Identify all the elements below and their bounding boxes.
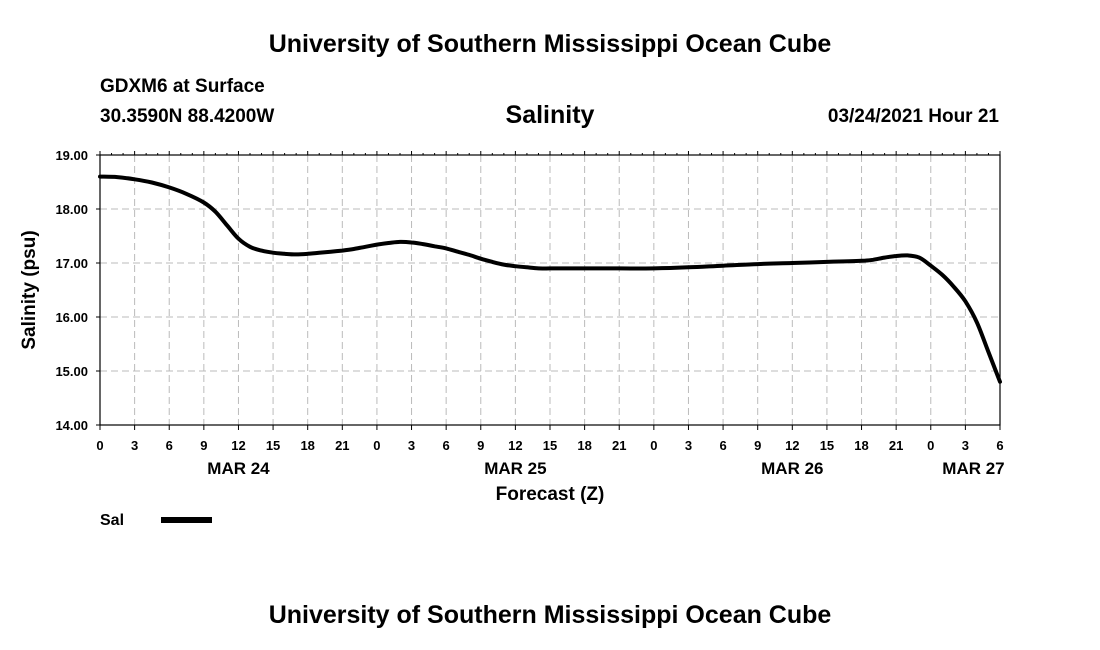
x-tick-label: 21 <box>612 438 626 453</box>
x-tick-label: 0 <box>650 438 657 453</box>
x-tick-label: 0 <box>927 438 934 453</box>
y-tick-label: 18.00 <box>55 202 88 217</box>
date-label: MAR 25 <box>484 459 546 478</box>
station-label: GDXM6 at Surface <box>100 76 265 97</box>
x-tick-label: 6 <box>719 438 726 453</box>
x-tick-label: 15 <box>266 438 280 453</box>
x-tick-label: 21 <box>889 438 903 453</box>
x-tick-label: 15 <box>543 438 557 453</box>
x-tick-label: 0 <box>96 438 103 453</box>
x-tick-label: 3 <box>962 438 969 453</box>
bottom-title: University of Southern Mississippi Ocean… <box>268 601 832 629</box>
y-tick-label: 14.00 <box>55 418 88 433</box>
x-tick-label: 9 <box>754 438 761 453</box>
x-axis-label: Forecast (Z) <box>496 484 605 505</box>
x-tick-label: 6 <box>443 438 450 453</box>
top-title: University of Southern Mississippi Ocean… <box>268 30 832 58</box>
x-tick-label: 12 <box>231 438 245 453</box>
x-tick-label: 3 <box>408 438 415 453</box>
x-tick-label: 6 <box>166 438 173 453</box>
x-tick-label: 3 <box>131 438 138 453</box>
date-label: MAR 26 <box>761 459 823 478</box>
y-tick-label: 19.00 <box>55 148 88 163</box>
datetime-label: 03/24/2021 Hour 21 <box>827 106 999 127</box>
tick-layer: 14.00 15.00 16.00 17.00 18.00 19.00 0 3 6 9 12 15 18… <box>55 148 1004 478</box>
x-tick-label: 6 <box>996 438 1003 453</box>
grid-layer <box>100 155 1000 425</box>
coords-label: 30.3590N 88.4200W <box>100 106 275 127</box>
legend-label: Sal <box>100 512 124 529</box>
y-axis-label: Salinity (psu) <box>19 230 40 349</box>
x-tick-label: 12 <box>785 438 799 453</box>
x-tick-label: 18 <box>300 438 314 453</box>
salinity-chart: 14.00 15.00 16.00 17.00 18.00 19.00 0 3 6 9 12 15 18… <box>19 148 1005 529</box>
y-tick-label: 15.00 <box>55 364 88 379</box>
x-tick-label: 9 <box>477 438 484 453</box>
date-label: MAR 24 <box>207 459 270 478</box>
x-tick-label: 3 <box>685 438 692 453</box>
x-tick-label: 15 <box>820 438 834 453</box>
y-tick-label: 16.00 <box>55 310 88 325</box>
chart-title: Salinity <box>505 101 595 129</box>
x-tick-label: 18 <box>854 438 868 453</box>
x-tick-label: 21 <box>335 438 349 453</box>
date-label: MAR 27 <box>942 459 1004 478</box>
x-tick-label: 12 <box>508 438 522 453</box>
x-tick-label: 0 <box>373 438 380 453</box>
x-tick-label: 18 <box>577 438 591 453</box>
x-tick-label: 9 <box>200 438 207 453</box>
y-tick-label: 17.00 <box>55 256 88 271</box>
series-line-sal <box>98 174 1002 384</box>
